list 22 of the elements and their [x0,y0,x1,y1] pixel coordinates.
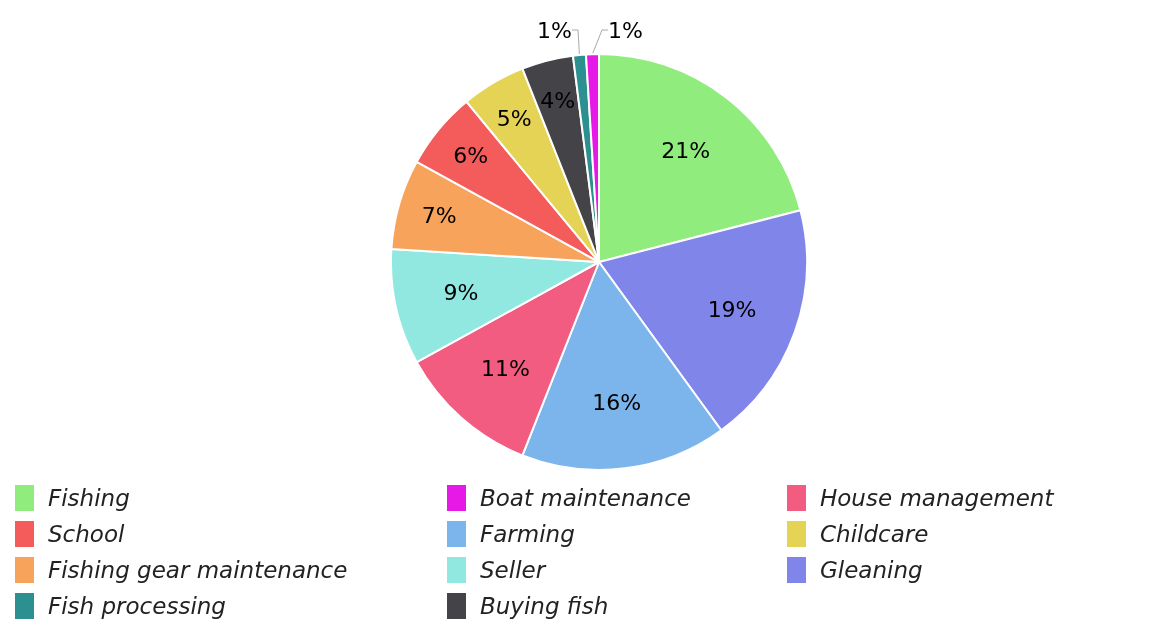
data-label: 21% [661,137,711,163]
data-label: 7% [421,203,457,229]
data-label: 16% [592,389,642,415]
data-label: 11% [481,355,530,381]
data-label: 1% [537,17,572,43]
legend-label: Farming [480,521,575,547]
data-label: 6% [453,143,489,169]
data-label: 1% [608,17,643,43]
legend-label: Buying fish [480,593,609,619]
legend-label: House management [820,485,1055,511]
legend-label: Gleaning [820,557,923,583]
legend-label: Fishing gear maintenance [48,557,348,583]
legend-label: Boat maintenance [480,485,691,511]
legend-label: Seller [480,557,547,583]
data-label: 9% [443,280,479,306]
legend-label: Childcare [820,521,929,547]
legend-label: School [48,521,125,547]
legend-label: Fishing [48,485,130,511]
legend-label: Fish processing [48,593,226,619]
data-label: 5% [496,106,532,132]
data-label: 19% [707,297,757,323]
data-label: 4% [540,88,576,114]
